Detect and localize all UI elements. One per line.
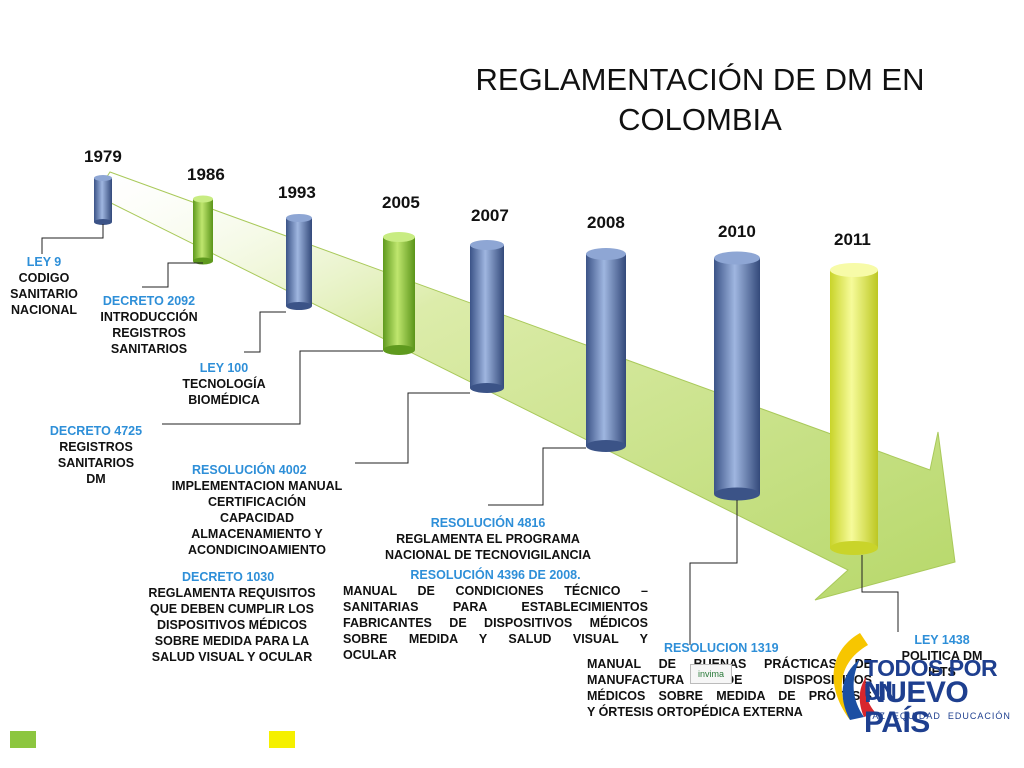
title-line-2: COLOMBIA	[618, 102, 782, 137]
year-2010: 2010	[718, 222, 756, 241]
cylinder-1986	[193, 195, 213, 265]
event-desc-line: MANUAL DE CONDICIONES TÉCNICO –	[343, 584, 648, 598]
event-desc-line: OCULAR	[343, 648, 397, 662]
event-desc-line: IETS	[928, 665, 956, 679]
year-2007: 2007	[471, 206, 509, 225]
event-desc-line: POLITICA DM	[901, 649, 983, 663]
green-square	[10, 731, 36, 748]
event-desc-line: SOBRE MEDIDA PARA LA	[154, 634, 310, 648]
event-2007-decreto-1030: DECRETO 1030 REGLAMENTA REQUISITOS QUE D…	[134, 569, 330, 665]
event-code: RESOLUCIÓN 4396 DE 2008.	[410, 568, 581, 582]
event-code: LEY 9	[26, 255, 62, 269]
event-desc-line: DISPOSITIVOS MÉDICOS	[156, 618, 308, 632]
flag-swoosh-icon	[833, 633, 876, 720]
event-2008-resolucion-4396: RESOLUCIÓN 4396 DE 2008. MANUAL DE CONDI…	[343, 567, 648, 663]
event-desc-line: SANITARIAS PARA ESTABLECIMIENTOS	[343, 600, 648, 614]
year-1979: 1979	[84, 147, 122, 166]
connector-2008	[488, 447, 586, 506]
invima-logo: invima	[690, 664, 732, 684]
year-2008: 2008	[587, 213, 625, 232]
brand-line-2: NUEVO PAÍS	[864, 676, 969, 739]
connector-2005	[162, 350, 383, 425]
cylinder-2008	[586, 248, 626, 452]
event-desc-line: REGISTROS	[112, 326, 186, 340]
event-desc-line: SOBRE MEDIDA Y SALUD VISUAL Y	[343, 632, 648, 646]
connector-2007	[355, 392, 470, 464]
event-code: DECRETO 2092	[102, 294, 196, 308]
year-1993: 1993	[278, 183, 316, 202]
connector-2011	[861, 555, 899, 632]
event-desc-line: CERTIFICACIÓN	[208, 495, 306, 509]
event-code: RESOLUCIÓN 4002	[192, 463, 307, 477]
event-2011: LEY 1438 POLITICA DM IETS	[892, 632, 992, 680]
event-desc-line: Y ÓRTESIS ORTOPÉDICA EXTERNA	[587, 705, 803, 719]
connector-1979	[41, 224, 104, 254]
event-2007-resolucion-4002: RESOLUCIÓN 4002 IMPLEMENTACION MANUAL CE…	[152, 462, 362, 558]
event-code: LEY 1438	[914, 633, 970, 647]
event-desc-line: SANITARIOS	[57, 456, 135, 470]
event-code: DECRETO 4725	[49, 424, 143, 438]
title-line-1: REGLAMENTACIÓN DE DM EN	[475, 62, 925, 97]
year-2005: 2005	[382, 193, 420, 212]
cylinder-2005	[383, 232, 415, 355]
event-desc-line: INTRODUCCIÓN	[100, 310, 198, 324]
brand-tagline: PAZ EQUIDAD EDUCACIÓN	[866, 711, 1011, 721]
year-2011: 2011	[834, 230, 871, 249]
event-code: DECRETO 1030	[182, 570, 275, 584]
event-1986: DECRETO 2092 INTRODUCCIÓN REGISTROS SANI…	[84, 293, 214, 357]
cylinder-2010	[714, 251, 760, 501]
event-desc-line: MÉDICOS SOBRE MEDIDA DE PRÓTESIS	[587, 689, 872, 703]
brand-line-1: TODOS POR UN	[864, 655, 998, 705]
cylinder-1993	[286, 214, 312, 310]
connector-2010	[689, 500, 738, 645]
event-desc-line: SANITARIOS	[110, 342, 188, 356]
connector-1993	[244, 311, 286, 353]
yellow-square	[269, 731, 295, 748]
event-code: RESOLUCIÓN 4816	[430, 516, 546, 530]
event-desc-line: SALUD VISUAL Y OCULAR	[151, 650, 313, 664]
event-desc-line: CAPACIDAD	[219, 511, 295, 525]
page-title: REGLAMENTACIÓN DE DM EN COLOMBIA	[440, 60, 960, 140]
event-1993: LEY 100 TECNOLOGÍA BIOMÉDICA	[168, 360, 280, 408]
event-2008-resolucion-4816: RESOLUCIÓN 4816 REGLAMENTA EL PROGRAMA N…	[368, 515, 608, 563]
event-desc-line: DM	[86, 472, 106, 486]
event-desc-line: REGISTROS	[59, 440, 133, 454]
cylinder-2007	[470, 240, 504, 393]
event-desc-line: CODIGO	[18, 271, 70, 285]
event-desc-line: TECNOLOGÍA	[182, 377, 266, 391]
year-1986: 1986	[187, 165, 225, 184]
event-2005: DECRETO 4725 REGISTROS SANITARIOS DM	[36, 423, 156, 487]
connector-1986	[142, 262, 203, 288]
event-code: RESOLUCION 1319	[664, 641, 779, 655]
event-desc-line: REGLAMENTA EL PROGRAMA	[396, 532, 580, 546]
event-code: LEY 100	[199, 361, 249, 375]
event-desc-line: NACIONAL DE TECNOVIGILANCIA	[384, 548, 592, 562]
event-1979: LEY 9 CODIGO SANITARIO NACIONAL	[2, 254, 86, 318]
event-desc-line: ACONDICINOAMIENTO	[188, 543, 326, 557]
gobierno-logo: TODOS POR UN NUEVO PAÍS PAZ EQUIDAD EDUC…	[820, 625, 1020, 738]
event-desc-line: ALMACENAMIENTO Y	[191, 527, 323, 541]
event-desc-line: NACIONAL	[11, 303, 77, 317]
event-desc-line: FABRICANTES DE DISPOSITIVOS MÉDICOS	[343, 616, 648, 630]
cylinder-1979	[94, 175, 112, 225]
event-desc-line: BIOMÉDICA	[188, 393, 260, 407]
cylinder-2011	[830, 263, 878, 555]
event-desc-line: QUE DEBEN CUMPLIR LOS	[150, 602, 314, 616]
event-desc-line: IMPLEMENTACION MANUAL	[171, 479, 343, 493]
event-desc-line: SANITARIO	[10, 287, 78, 301]
event-desc-line: REGLAMENTA REQUISITOS	[148, 586, 316, 600]
